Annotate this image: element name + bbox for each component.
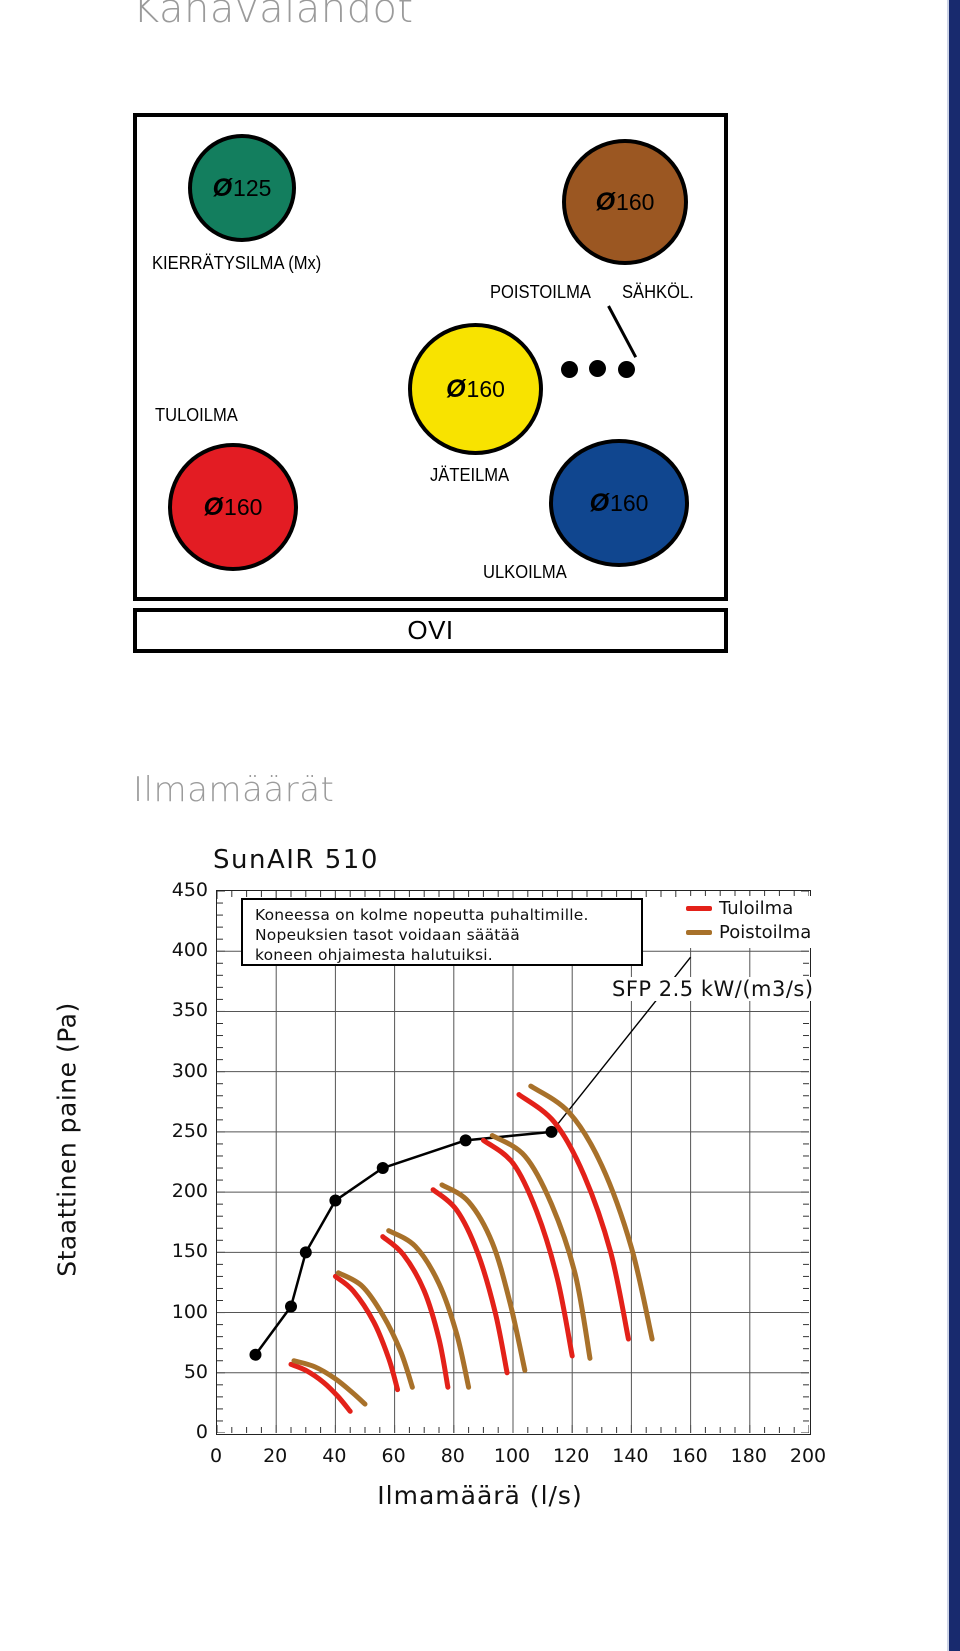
duct-port-label-jateilma: JÄTEILMA bbox=[430, 465, 510, 485]
duct-door-panel: OVI bbox=[133, 608, 728, 653]
chart-sfp-annotation: SFP 2.5 kW/(m3/s) bbox=[612, 977, 814, 1001]
chart-note-box: Koneessa on kolme nopeutta puhaltimille.… bbox=[241, 898, 643, 966]
diameter-symbol-icon: Ø bbox=[589, 488, 610, 517]
chart-note-line-2: Nopeuksien tasot voidaan säätää bbox=[255, 925, 520, 944]
chart-curves bbox=[217, 891, 809, 1433]
chart-x-tick-label: 20 bbox=[263, 1445, 288, 1467]
chart-x-tick-label: 200 bbox=[789, 1445, 827, 1467]
chart-note-line-3: koneen ohjaimesta halutuiksi. bbox=[255, 945, 493, 964]
duct-port-size: 160 bbox=[616, 188, 655, 215]
chart-x-tick-label: 160 bbox=[671, 1445, 708, 1467]
duct-port-label-tuloilma: TULOILMA bbox=[155, 405, 238, 425]
door-label: OVI bbox=[407, 615, 454, 645]
duct-port-size: 160 bbox=[610, 489, 649, 516]
chart-x-tick-label: 120 bbox=[553, 1445, 590, 1467]
chart-y-tick-label: 50 bbox=[183, 1360, 208, 1383]
page-accent-bar bbox=[949, 0, 960, 1651]
chart-plot-area bbox=[216, 890, 811, 1435]
duct-port-tuloilma: Ø 160 bbox=[168, 443, 298, 571]
chart-x-tick-label: 80 bbox=[440, 1445, 465, 1467]
chart-legend: Tuloilma Poistoilma bbox=[686, 896, 816, 948]
chart-y-tick-label: 300 bbox=[171, 1059, 208, 1082]
chart-y-tick-label: 100 bbox=[171, 1300, 208, 1323]
legend-label-tuloilma: Tuloilma bbox=[719, 897, 794, 919]
chart-y-axis-title: Staattinen paine (Pa) bbox=[52, 1002, 82, 1277]
heater-element-dot-icon bbox=[618, 361, 635, 378]
duct-port-label-poistoilma: POISTOILMA bbox=[490, 282, 591, 302]
legend-label-poistoilma: Poistoilma bbox=[719, 921, 812, 943]
duct-port-size: 160 bbox=[224, 493, 263, 520]
chart-y-tick-label: 450 bbox=[171, 879, 208, 901]
diameter-symbol-icon: Ø bbox=[595, 187, 616, 216]
heater-element-dot-icon bbox=[561, 361, 578, 378]
duct-port-label-ulkoilma: ULKOILMA bbox=[483, 562, 567, 582]
chart-x-axis-title: Ilmamäärä (l/s) bbox=[377, 1481, 583, 1510]
diameter-symbol-icon: Ø bbox=[446, 374, 466, 403]
duct-port-size: 160 bbox=[466, 375, 505, 402]
duct-port-label-kierratysilma: KIERRÄTYSILMA (Mx) bbox=[152, 253, 322, 273]
chart-x-tick-labels: 0 20 40 60 80 100 120 140 160 180 200 bbox=[210, 1445, 826, 1471]
chart-x-tick-label: 0 bbox=[209, 1445, 223, 1467]
chart-y-tick-label: 150 bbox=[171, 1240, 208, 1263]
legend-item-tuloilma: Tuloilma bbox=[686, 896, 816, 920]
chart-y-tick-label: 0 bbox=[195, 1421, 208, 1443]
chart-y-tick-label: 200 bbox=[171, 1180, 208, 1203]
duct-port-kierratysilma: Ø 125 bbox=[188, 134, 296, 242]
duct-heater-label: SÄHKÖL. bbox=[622, 282, 694, 302]
chart-y-tick-labels: 0 50 100 150 200 250 300 350 400 450 bbox=[150, 879, 208, 1443]
chart-y-tick-label: 350 bbox=[171, 999, 208, 1022]
airflow-chart: SunAIR 510 0 50 100 150 200 250 300 350 400 450 0… bbox=[0, 845, 960, 1635]
chart-y-tick-label: 400 bbox=[171, 939, 208, 962]
chart-x-tick-label: 100 bbox=[493, 1445, 531, 1467]
chart-x-tick-label: 60 bbox=[381, 1445, 406, 1467]
page-accent-divider bbox=[947, 0, 949, 1651]
duct-port-jateilma: Ø 160 bbox=[408, 323, 543, 455]
duct-port-ulkoilma: Ø 160 bbox=[549, 439, 689, 567]
page-title-airflow: Ilmamäärät bbox=[133, 770, 335, 810]
chart-x-tick-label: 140 bbox=[612, 1445, 649, 1467]
legend-item-poistoilma: Poistoilma bbox=[686, 920, 816, 944]
legend-swatch-tuloilma bbox=[686, 905, 712, 911]
heater-element-dot-icon bbox=[589, 360, 606, 377]
page-title-ducts: Kanavalähdöt bbox=[133, 0, 414, 32]
chart-x-tick-label: 180 bbox=[730, 1445, 767, 1467]
chart-y-tick-label: 250 bbox=[171, 1119, 208, 1142]
chart-x-tick-label: 40 bbox=[322, 1445, 347, 1467]
duct-port-size: 125 bbox=[233, 174, 272, 201]
legend-swatch-poistoilma bbox=[686, 929, 712, 935]
chart-title: SunAIR 510 bbox=[213, 845, 379, 875]
diameter-symbol-icon: Ø bbox=[203, 492, 224, 521]
diameter-symbol-icon: Ø bbox=[212, 173, 233, 202]
duct-port-poistoilma: Ø 160 bbox=[562, 139, 688, 265]
chart-note-line-1: Koneessa on kolme nopeutta puhaltimille. bbox=[255, 906, 589, 924]
